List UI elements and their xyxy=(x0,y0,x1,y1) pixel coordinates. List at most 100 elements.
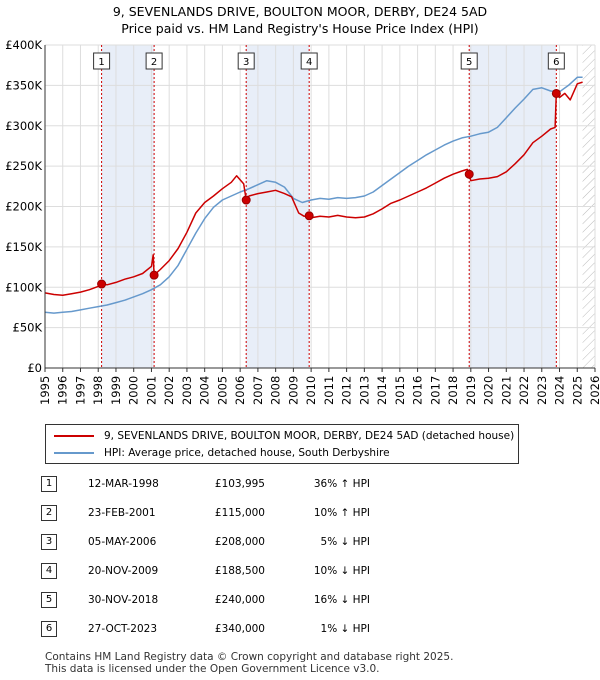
legend-swatch-hpi xyxy=(54,452,94,454)
sale-number-badge: 3 xyxy=(41,534,57,550)
y-tick-label: £150K xyxy=(5,240,42,254)
sale-marker-label: 4 xyxy=(300,52,318,70)
chart-title: 9, SEVENLANDS DRIVE, BOULTON MOOR, DERBY… xyxy=(0,3,600,37)
x-tick-label: 2007 xyxy=(251,376,265,405)
sale-hpi-diff: 1% ↓ HPI xyxy=(320,623,370,635)
x-tick-label: 2004 xyxy=(198,376,212,405)
sale-hpi-diff: 36% ↑ HPI xyxy=(313,478,370,490)
x-tick-label: 2008 xyxy=(269,376,283,405)
legend-item-hpi: HPI: Average price, detached house, Sout… xyxy=(54,445,390,461)
sale-marker-box xyxy=(460,52,478,70)
legend-label-hpi: HPI: Average price, detached house, Sout… xyxy=(104,447,390,459)
sale-price: £340,000 xyxy=(214,623,265,635)
sale-marker-label: 3 xyxy=(237,52,255,70)
sale-marker-box xyxy=(145,52,163,70)
sale-row: 5 30-NOV-2018 £240,000 16% ↓ HPI xyxy=(40,590,400,610)
legend-item-property: 9, SEVENLANDS DRIVE, BOULTON MOOR, DERBY… xyxy=(54,428,514,444)
x-tick-label: 2022 xyxy=(517,376,531,405)
x-tick-label: 2018 xyxy=(446,376,460,405)
y-tick-label: £0 xyxy=(27,361,42,375)
x-tick-label: 2026 xyxy=(588,376,600,405)
x-tick-label: 2010 xyxy=(304,376,318,405)
y-tick-label: £200K xyxy=(5,200,42,214)
footer-attribution: Contains HM Land Registry data © Crown c… xyxy=(45,651,453,675)
sale-marker-label: 2 xyxy=(145,52,163,70)
x-tick-label: 1998 xyxy=(91,376,105,405)
x-tick-label: 2011 xyxy=(322,376,336,405)
sale-row: 6 27-OCT-2023 £340,000 1% ↓ HPI xyxy=(40,619,400,639)
x-tick-label: 2006 xyxy=(233,376,247,405)
sale-price: £115,000 xyxy=(214,507,265,519)
x-tick-label: 1995 xyxy=(38,376,52,405)
sale-number-badge: 4 xyxy=(41,563,57,579)
sale-marker-box xyxy=(93,52,111,70)
sale-marker-number: 4 xyxy=(306,57,312,68)
x-tick-label: 2023 xyxy=(535,376,549,405)
sale-price: £208,000 xyxy=(214,536,265,548)
sale-point xyxy=(304,211,314,221)
sale-number-badge: 6 xyxy=(41,621,57,637)
sale-marker-number: 3 xyxy=(243,57,249,68)
x-tick-label: 2012 xyxy=(340,376,354,405)
y-tick-label: £100K xyxy=(5,280,42,294)
sale-row: 4 20-NOV-2009 £188,500 10% ↓ HPI xyxy=(40,561,400,581)
sale-row: 2 23-FEB-2001 £115,000 10% ↑ HPI xyxy=(40,503,400,523)
title-line-2: Price paid vs. HM Land Registry's House … xyxy=(121,21,479,36)
x-tick-label: 2019 xyxy=(464,376,478,405)
sale-marker-box xyxy=(237,52,255,70)
x-tick-label: 2020 xyxy=(482,376,496,405)
y-tick-label: £350K xyxy=(5,78,42,92)
x-tick-label: 2001 xyxy=(144,376,158,405)
y-tick-label: £400K xyxy=(5,38,42,52)
x-tick-label: 2002 xyxy=(162,376,176,405)
y-tick-label: £300K xyxy=(5,119,42,133)
sale-number-badge: 5 xyxy=(41,592,57,608)
x-tick-label: 1997 xyxy=(73,376,87,405)
legend-swatch-property xyxy=(54,435,94,437)
sale-marker-number: 2 xyxy=(151,57,157,68)
sale-marker-number: 6 xyxy=(553,57,559,68)
x-tick-label: 2021 xyxy=(499,376,513,405)
legend-label-property: 9, SEVENLANDS DRIVE, BOULTON MOOR, DERBY… xyxy=(104,430,515,442)
sale-marker-label: 5 xyxy=(460,52,478,70)
x-tick-label: 2017 xyxy=(428,376,442,405)
sale-row: 3 05-MAY-2006 £208,000 5% ↓ HPI xyxy=(40,532,400,552)
chart-legend: 9, SEVENLANDS DRIVE, BOULTON MOOR, DERBY… xyxy=(45,424,519,464)
sale-point xyxy=(241,195,251,205)
sale-point xyxy=(97,279,107,289)
price-chart: 1 2 3 4 5 6 £0 £50K £100K £150K £200K £250K £300K £35… xyxy=(5,38,600,405)
sale-date: 23-FEB-2001 xyxy=(88,507,156,519)
sale-date: 12-MAR-1998 xyxy=(88,478,159,490)
sale-date: 05-MAY-2006 xyxy=(88,536,157,548)
x-tick-label: 2015 xyxy=(393,376,407,405)
sale-date: 27-OCT-2023 xyxy=(88,623,157,635)
sale-hpi-diff: 16% ↓ HPI xyxy=(313,594,370,606)
x-tick-label: 2005 xyxy=(215,376,229,405)
title-line-1: 9, SEVENLANDS DRIVE, BOULTON MOOR, DERBY… xyxy=(112,4,488,19)
x-tick-label: 1999 xyxy=(109,376,123,405)
sale-hpi-diff: 10% ↑ HPI xyxy=(313,507,370,519)
sale-marker-number: 1 xyxy=(98,57,104,68)
x-tick-label: 2016 xyxy=(411,376,425,405)
sale-hpi-diff: 10% ↓ HPI xyxy=(313,565,370,577)
sale-date: 20-NOV-2009 xyxy=(88,565,159,577)
x-tick-label: 2014 xyxy=(375,376,389,405)
x-tick-label: 2013 xyxy=(357,376,371,405)
x-tick-label: 2024 xyxy=(553,376,567,405)
footer-line-1: Contains HM Land Registry data © Crown c… xyxy=(45,651,454,663)
sale-hpi-diff: 5% ↓ HPI xyxy=(320,536,370,548)
sale-price: £188,500 xyxy=(214,565,265,577)
sale-date: 30-NOV-2018 xyxy=(88,594,159,606)
sale-marker-number: 5 xyxy=(466,57,472,68)
sale-marker-box xyxy=(547,52,565,70)
y-tick-label: £250K xyxy=(5,159,42,173)
sale-marker-label: 1 xyxy=(93,52,111,70)
x-tick-label: 2000 xyxy=(127,376,141,405)
sale-point xyxy=(149,270,159,280)
sale-row: 1 12-MAR-1998 £103,995 36% ↑ HPI xyxy=(40,474,400,494)
y-tick-label: £50K xyxy=(13,321,43,335)
x-tick-label: 2025 xyxy=(570,376,584,405)
x-tick-label: 2003 xyxy=(180,376,194,405)
hpi-series-line xyxy=(44,76,583,314)
x-tick-label: 2009 xyxy=(286,376,300,405)
